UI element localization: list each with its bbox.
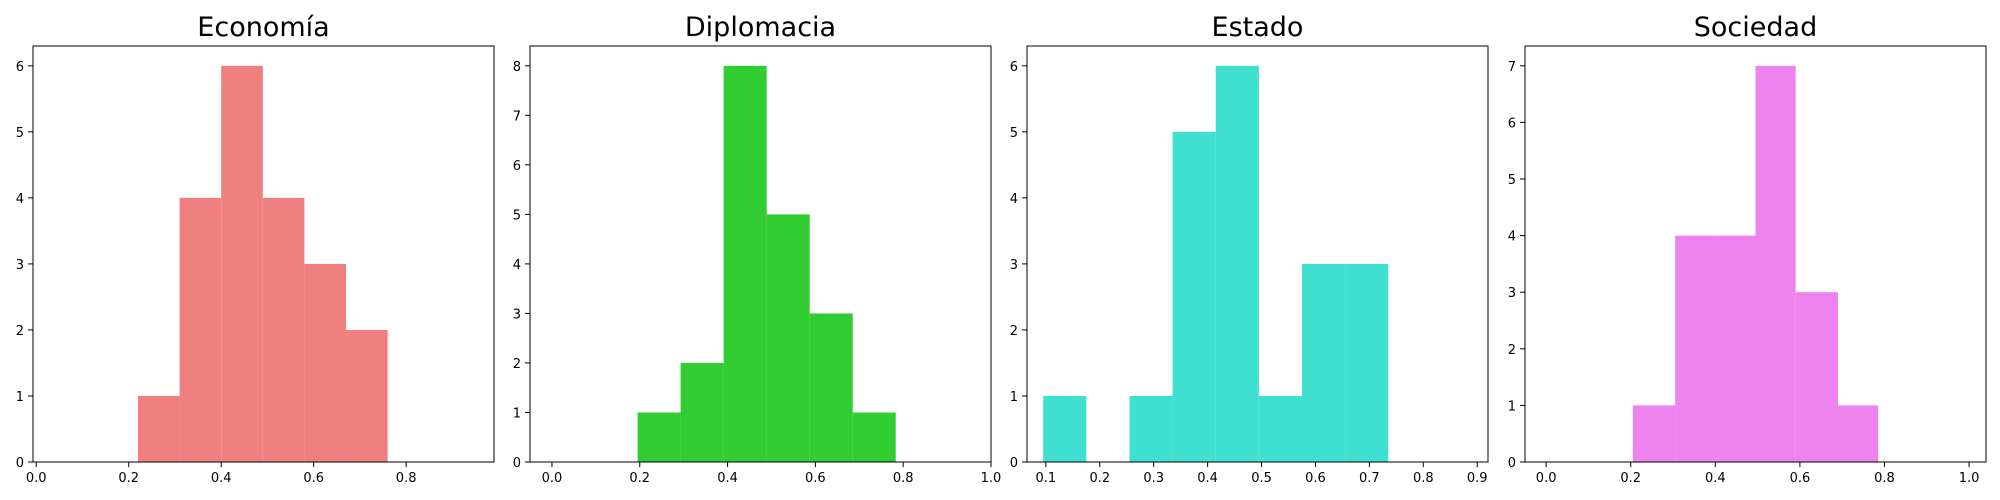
histogram-bar bbox=[1837, 405, 1879, 462]
y-tick-label: 1 bbox=[513, 406, 521, 421]
histogram-bar bbox=[179, 197, 222, 462]
histogram-bar bbox=[137, 395, 180, 462]
chart-title: Economía bbox=[197, 12, 329, 43]
histogram-bar bbox=[1258, 395, 1302, 462]
y-tick-label: 5 bbox=[1508, 173, 1516, 188]
y-tick-label: 1 bbox=[16, 390, 24, 405]
chart-panel-2: 0.0 0.2 0.4 0.6 0.8 1.0 0 1 2 3 4 5 6 7 8 Diplomacia bbox=[513, 12, 1002, 486]
histogram-bar bbox=[304, 263, 347, 462]
x-tick-label: 0.5 bbox=[1251, 471, 1272, 486]
y-tick-label: 3 bbox=[16, 258, 24, 273]
x-tick-label: 0.4 bbox=[211, 471, 232, 486]
x-tick-label: 0.3 bbox=[1143, 471, 1164, 486]
histogram-bar bbox=[680, 362, 724, 462]
x-tick-label: 1.0 bbox=[981, 471, 1002, 486]
y-tick-label: 7 bbox=[1508, 60, 1516, 75]
histogram-bar bbox=[262, 197, 305, 462]
y-tick-label: 1 bbox=[1010, 390, 1018, 405]
histogram-bar bbox=[809, 313, 853, 462]
y-tick-label: 3 bbox=[1508, 286, 1516, 301]
chart-panel-4: 0.0 0.2 0.4 0.6 0.8 1.0 0 1 2 3 4 5 6 7 Sociedad bbox=[1508, 12, 1987, 486]
x-tick-label: 0.6 bbox=[805, 471, 826, 486]
y-tick-label: 7 bbox=[513, 109, 521, 124]
histogram-bar bbox=[1755, 65, 1796, 463]
y-tick-label: 3 bbox=[513, 307, 521, 322]
x-tick-label: 0.0 bbox=[26, 471, 47, 486]
x-tick-label: 0.6 bbox=[1305, 471, 1326, 486]
x-tick-label: 0.4 bbox=[717, 471, 738, 486]
x-tick-label: 1.0 bbox=[1959, 471, 1980, 486]
x-tick-label: 0.7 bbox=[1359, 471, 1380, 486]
x-tick-label: 0.6 bbox=[303, 471, 324, 486]
histogram-bar bbox=[1215, 65, 1259, 463]
y-tick-label: 8 bbox=[513, 60, 521, 75]
y-tick-label: 2 bbox=[1508, 343, 1516, 358]
histogram-bar bbox=[346, 329, 388, 462]
histogram-bar bbox=[1129, 395, 1173, 462]
x-tick-label: 0.8 bbox=[1413, 471, 1434, 486]
y-tick-label: 0 bbox=[513, 456, 521, 471]
histogram-bar bbox=[1675, 235, 1718, 462]
x-tick-label: 0.0 bbox=[1536, 471, 1557, 486]
histogram-bar bbox=[1172, 131, 1216, 463]
x-tick-label: 0.2 bbox=[118, 471, 139, 486]
chart-panel-1: 0.0 0.2 0.4 0.6 0.8 0 1 2 3 4 5 6 Economía bbox=[16, 12, 495, 486]
histogram-bar bbox=[723, 65, 767, 463]
y-tick-label: 4 bbox=[1508, 230, 1516, 245]
y-tick-label: 5 bbox=[16, 126, 24, 141]
axes-frame bbox=[529, 45, 992, 463]
histogram-bar bbox=[637, 412, 681, 462]
y-tick-label: 6 bbox=[513, 159, 521, 174]
y-tick-label: 0 bbox=[1010, 456, 1018, 471]
chart-title: Sociedad bbox=[1694, 12, 1817, 43]
x-tick-label: 0.4 bbox=[1705, 471, 1726, 486]
axes-frame bbox=[1524, 45, 1987, 463]
histogram-bar bbox=[1301, 263, 1346, 462]
histogram-bar bbox=[221, 65, 263, 463]
histogram-bar bbox=[852, 412, 896, 462]
x-tick-label: 0.2 bbox=[629, 471, 650, 486]
y-tick-label: 4 bbox=[16, 192, 24, 207]
x-tick-label: 0.4 bbox=[1197, 471, 1218, 486]
y-tick-label: 3 bbox=[1010, 258, 1018, 273]
axes-frame bbox=[1026, 45, 1489, 463]
histogram-bar bbox=[1632, 405, 1676, 462]
chart-title: Diplomacia bbox=[685, 12, 836, 43]
x-tick-label: 0.6 bbox=[1790, 471, 1811, 486]
y-tick-label: 4 bbox=[513, 258, 521, 273]
x-tick-label: 0.9 bbox=[1467, 471, 1488, 486]
y-tick-label: 6 bbox=[1010, 60, 1018, 75]
histogram-bar bbox=[1043, 395, 1087, 462]
x-tick-label: 0.2 bbox=[1089, 471, 1110, 486]
chart-title: Estado bbox=[1212, 12, 1304, 43]
y-tick-label: 0 bbox=[16, 456, 24, 471]
x-tick-label: 0.0 bbox=[542, 471, 563, 486]
y-tick-label: 6 bbox=[16, 60, 24, 75]
y-tick-label: 0 bbox=[1508, 456, 1516, 471]
y-tick-label: 1 bbox=[1508, 399, 1516, 414]
x-tick-label: 0.8 bbox=[1874, 471, 1895, 486]
y-tick-label: 6 bbox=[1508, 116, 1516, 131]
axes-frame bbox=[32, 45, 495, 463]
chart-panel-3: 0.1 0.2 0.3 0.4 0.5 0.6 0.7 0.8 0.9 0 1 2 3 4 5 6 Estado bbox=[1010, 12, 1489, 486]
y-tick-label: 2 bbox=[16, 324, 24, 339]
y-tick-label: 5 bbox=[513, 208, 521, 223]
histogram-bar bbox=[1717, 235, 1756, 462]
histogram-bar bbox=[1345, 263, 1389, 462]
x-tick-label: 0.1 bbox=[1036, 471, 1057, 486]
histogram-bar bbox=[766, 214, 810, 462]
y-tick-label: 4 bbox=[1010, 192, 1018, 207]
y-tick-label: 5 bbox=[1010, 126, 1018, 141]
x-tick-label: 0.8 bbox=[893, 471, 914, 486]
y-tick-label: 2 bbox=[1010, 324, 1018, 339]
x-tick-label: 0.8 bbox=[396, 471, 417, 486]
x-tick-label: 0.2 bbox=[1620, 471, 1641, 486]
y-tick-label: 2 bbox=[513, 357, 521, 372]
histogram-bar bbox=[1795, 292, 1838, 462]
